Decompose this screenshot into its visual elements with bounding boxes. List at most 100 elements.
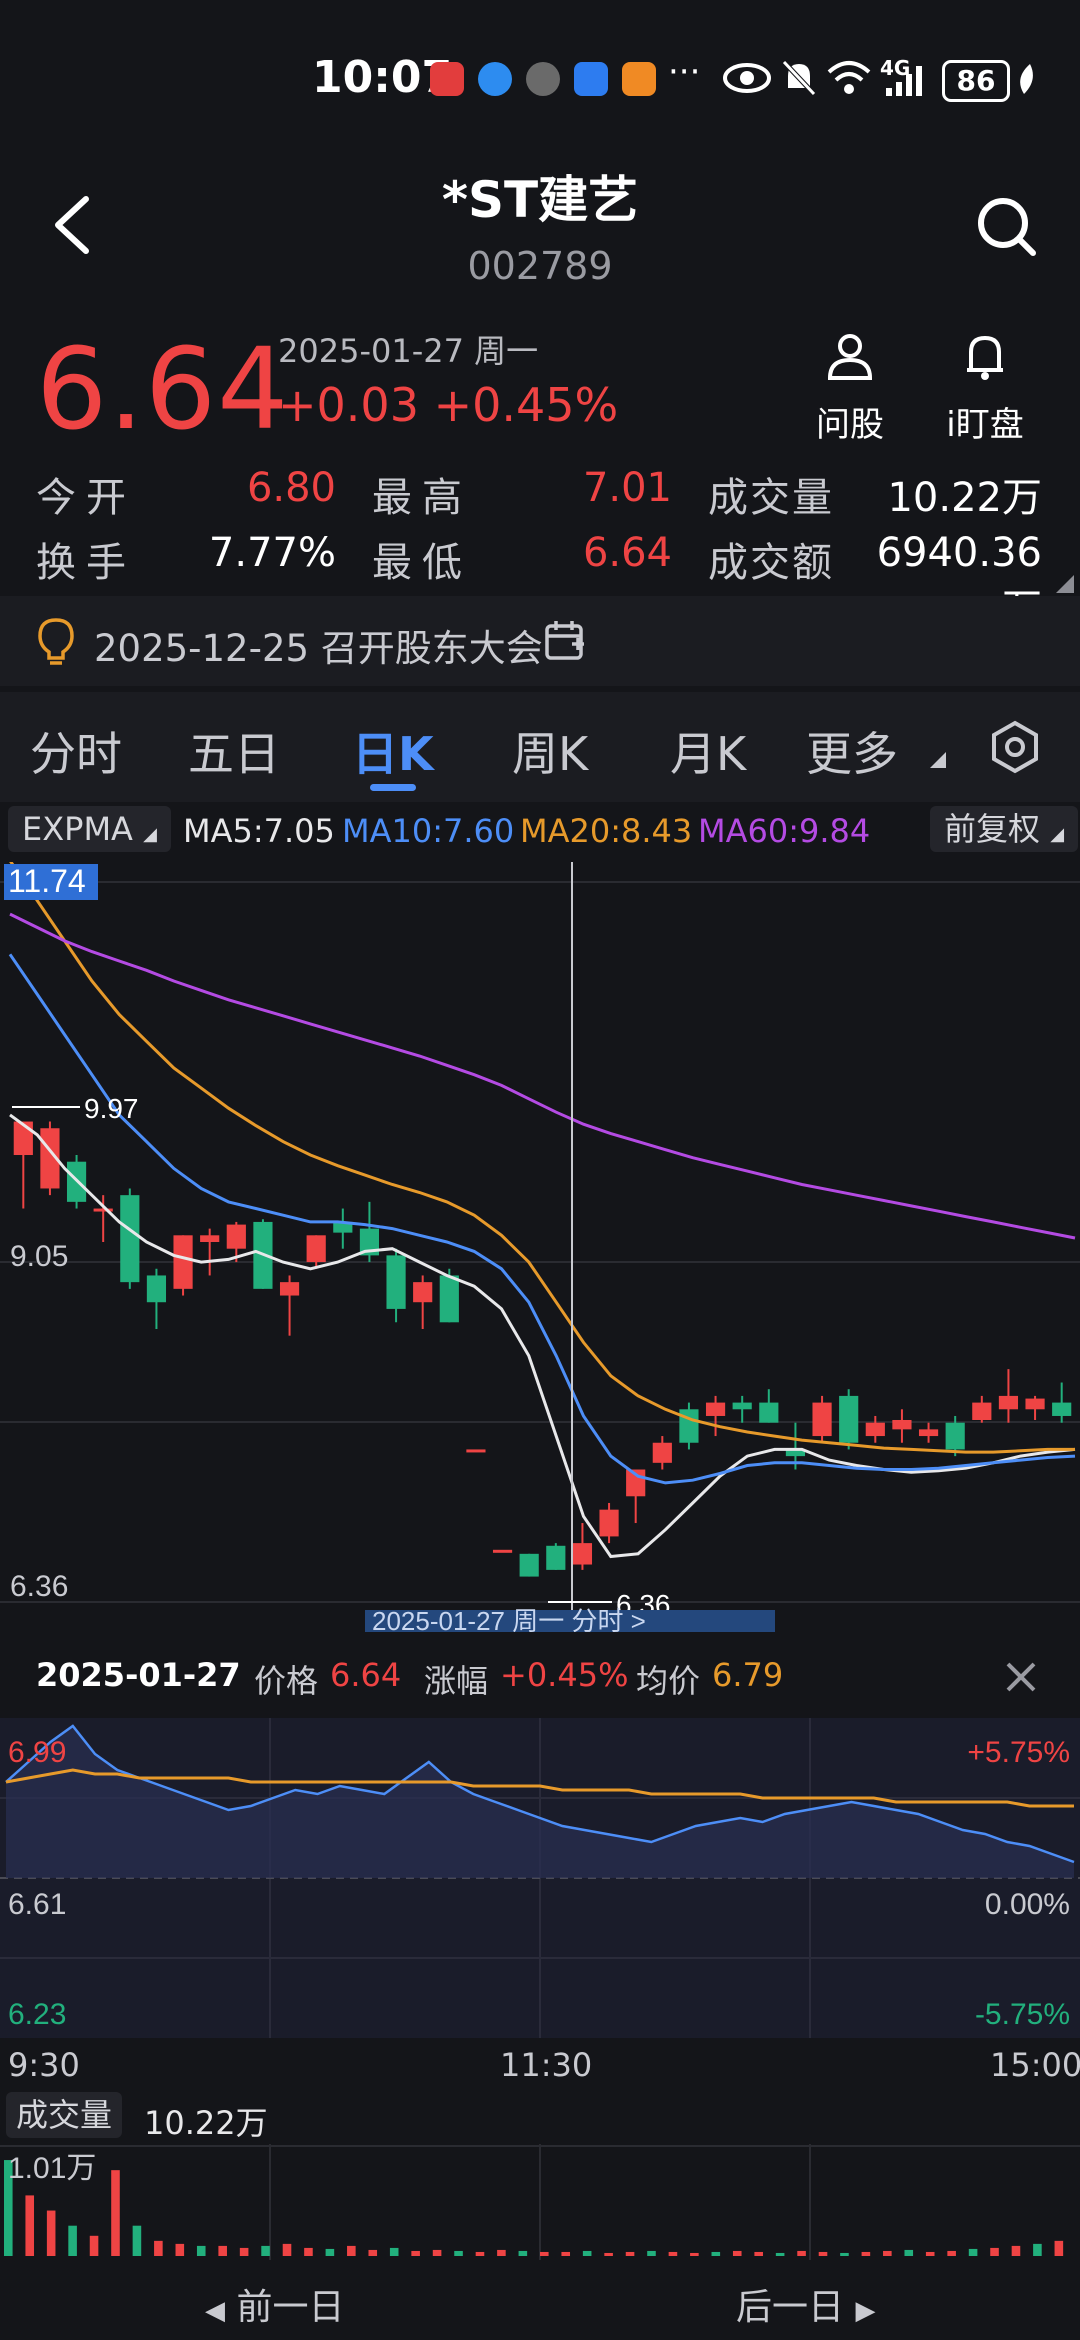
- candle-body: [120, 1195, 140, 1283]
- adjust-label: 前复权: [944, 810, 1041, 848]
- stock-name: *ST建艺: [441, 171, 639, 229]
- volume-bar: [711, 2251, 721, 2256]
- volume-bar: [325, 2248, 335, 2256]
- intraday-avg-line: [5, 1768, 1074, 1808]
- volume-bar: [947, 2250, 956, 2256]
- prev-day-button[interactable]: ◀ 前一日: [205, 2278, 344, 2330]
- ask-stock-button[interactable]: 问股: [795, 330, 905, 446]
- candle-body: [226, 1224, 246, 1249]
- k-chart-grid: [0, 881, 1080, 1603]
- settings-icon[interactable]: [988, 720, 1042, 774]
- search-icon[interactable]: [975, 195, 1039, 259]
- volume-bar: [475, 2251, 485, 2256]
- volume-bar: [368, 2249, 378, 2256]
- stat-label-amount: 成交额: [708, 540, 834, 586]
- next-day-button[interactable]: 后一日 ▶: [736, 2278, 875, 2330]
- ma10-value: MA10:7.60: [342, 812, 515, 850]
- volume-bar: [861, 2251, 871, 2256]
- candle-body: [705, 1402, 726, 1416]
- tab-more[interactable]: 更多: [806, 727, 898, 781]
- volume-chart[interactable]: 1.01万: [0, 2144, 1080, 2260]
- volume-bar: [883, 2250, 892, 2256]
- dropdown-icon: ◢: [143, 824, 157, 845]
- candle-body: [386, 1255, 406, 1309]
- candle-body: [972, 1402, 992, 1420]
- volume-bar: [690, 2252, 699, 2256]
- volume-bar: [175, 2243, 185, 2256]
- battery-icon: 86: [942, 60, 1010, 102]
- volume-y-max: 1.01万: [8, 2152, 96, 2185]
- volume-bar: [968, 2248, 978, 2256]
- ask-stock-label: 问股: [816, 405, 884, 445]
- intraday-chart[interactable]: 6.99 6.61 6.23 +5.75% 0.00% -5.75%: [0, 1718, 1080, 2038]
- volume-bar: [347, 2245, 356, 2256]
- next-day-label: 后一日: [736, 2287, 845, 2328]
- volume-label[interactable]: 成交量: [6, 2092, 123, 2138]
- intraday-y-mid: 6.61: [8, 1888, 66, 1921]
- candle-body: [146, 1275, 167, 1303]
- candle-body: [1052, 1402, 1072, 1416]
- stat-value-volume: 10.22万: [887, 475, 1042, 521]
- watch-button[interactable]: i盯盘: [930, 330, 1040, 446]
- volume-bar: [668, 2251, 678, 2256]
- candle-body: [13, 1121, 33, 1156]
- volume-bar: [432, 2249, 442, 2256]
- tab-intraday[interactable]: 分时: [30, 727, 122, 781]
- expand-corner-icon[interactable]: [1056, 575, 1074, 593]
- y-mid-label: 9.05: [10, 1240, 68, 1273]
- calendar-add-icon[interactable]: [544, 618, 586, 662]
- volume-bar: [218, 2245, 227, 2256]
- volume-bar: [797, 2250, 806, 2256]
- volume-bar: [25, 2195, 35, 2256]
- avatar-app-icon: [526, 62, 560, 96]
- volume-bar: [561, 2251, 571, 2256]
- stat-label-volume: 成交量: [708, 475, 834, 521]
- time-label-open: 9:30: [8, 2046, 80, 2084]
- tab-daily-k[interactable]: 日K: [352, 727, 434, 781]
- network-type: 4G: [880, 56, 911, 80]
- event-text: 2025-12-25 召开股东大会: [94, 627, 543, 670]
- candle-body: [892, 1419, 912, 1430]
- event-bar[interactable]: 2025-12-25 召开股东大会: [0, 596, 1080, 686]
- tab-weekly-k[interactable]: 周K: [512, 727, 589, 781]
- detail-price-label: 价格: [254, 1662, 319, 1700]
- volume-bar: [196, 2245, 206, 2256]
- active-tab-indicator: [370, 784, 416, 791]
- k-line-chart[interactable]: 11.74 9.05 6.36 9.97 6.36 2025-01-27 周一 …: [0, 862, 1080, 1632]
- close-icon[interactable]: [1004, 1660, 1038, 1694]
- volume-bar: [518, 2250, 528, 2256]
- tab-monthly-k[interactable]: 月K: [670, 727, 747, 781]
- ma60-value: MA60:9.84: [698, 812, 871, 850]
- y-min-label: 6.36: [10, 1570, 68, 1603]
- volume-bar: [604, 2252, 613, 2256]
- current-price: 6.64: [36, 325, 290, 455]
- candle-body: [839, 1395, 859, 1443]
- candle-body: [359, 1228, 380, 1256]
- candle-body: [546, 1545, 566, 1570]
- indicator-bar: EXPMA ◢ MA5:7.05 MA10:7.60 MA20:8.43 MA6…: [0, 800, 1080, 860]
- volume-grid: [0, 2144, 1080, 2260]
- stock-code: 002789: [467, 244, 613, 288]
- volume-bar: [1054, 2240, 1064, 2256]
- volume-bar: [540, 2251, 549, 2256]
- intraday-price-area: [6, 1726, 1074, 1878]
- volume-bar: [239, 2247, 249, 2256]
- intraday-time-axis: 9:30 11:30 15:00: [0, 2040, 1080, 2090]
- candle-body: [306, 1235, 326, 1263]
- volume-bar: [818, 2251, 828, 2256]
- mute-bell-icon: [782, 60, 816, 96]
- status-bar: 10:07 ··· 4G 86: [0, 0, 1080, 150]
- price-change: +0.03 +0.45%: [278, 378, 619, 432]
- candle-body: [413, 1282, 433, 1303]
- indicator-select[interactable]: EXPMA ◢: [8, 806, 171, 852]
- back-arrow-icon[interactable]: [50, 195, 100, 255]
- k-chart-candles: [13, 1121, 1072, 1577]
- stat-label-turnover: 换手: [36, 540, 136, 586]
- selected-day-tag[interactable]: 2025-01-27 周一 分时 >: [372, 1606, 646, 1632]
- ma20-value: MA20:8.43: [520, 812, 693, 850]
- y-max-label: 11.74: [8, 863, 86, 899]
- candle-body: [998, 1395, 1019, 1410]
- tab-five-day[interactable]: 五日: [188, 727, 280, 781]
- quote-date: 2025-01-27 周一: [278, 332, 539, 370]
- adjust-select[interactable]: 前复权 ◢: [930, 806, 1079, 852]
